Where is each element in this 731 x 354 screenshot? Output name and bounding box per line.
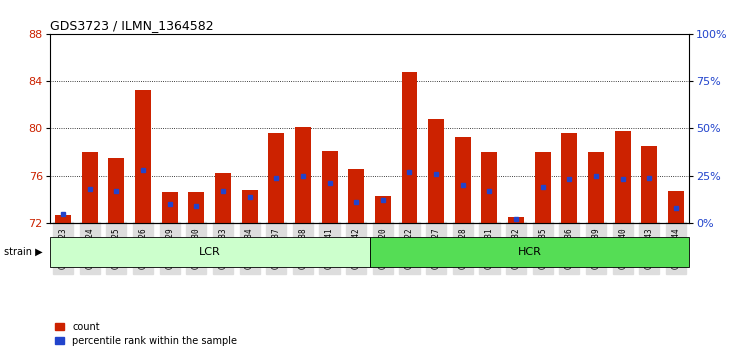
Bar — [401, 72, 417, 223]
Bar — [375, 196, 391, 223]
Bar — [370, 237, 689, 267]
Bar — [588, 152, 604, 223]
Bar — [268, 133, 284, 223]
Bar — [615, 131, 631, 223]
Bar — [50, 237, 370, 267]
Bar — [242, 190, 257, 223]
Text: LCR: LCR — [199, 247, 221, 257]
Bar — [108, 158, 124, 223]
Bar — [348, 169, 364, 223]
Bar — [668, 191, 684, 223]
Bar — [641, 146, 657, 223]
Bar — [455, 137, 471, 223]
Bar — [162, 192, 178, 223]
Bar — [82, 152, 98, 223]
Bar — [428, 119, 444, 223]
Bar — [215, 173, 231, 223]
Bar — [295, 127, 311, 223]
Bar — [508, 217, 524, 223]
Text: HCR: HCR — [518, 247, 542, 257]
Bar — [135, 90, 151, 223]
Bar — [189, 192, 204, 223]
Legend: count, percentile rank within the sample: count, percentile rank within the sample — [55, 322, 237, 346]
Bar — [561, 133, 577, 223]
Text: strain ▶: strain ▶ — [4, 247, 42, 257]
Text: GDS3723 / ILMN_1364582: GDS3723 / ILMN_1364582 — [50, 19, 213, 33]
Bar — [482, 152, 498, 223]
Bar — [535, 152, 550, 223]
Bar — [322, 151, 338, 223]
Bar — [55, 215, 71, 223]
